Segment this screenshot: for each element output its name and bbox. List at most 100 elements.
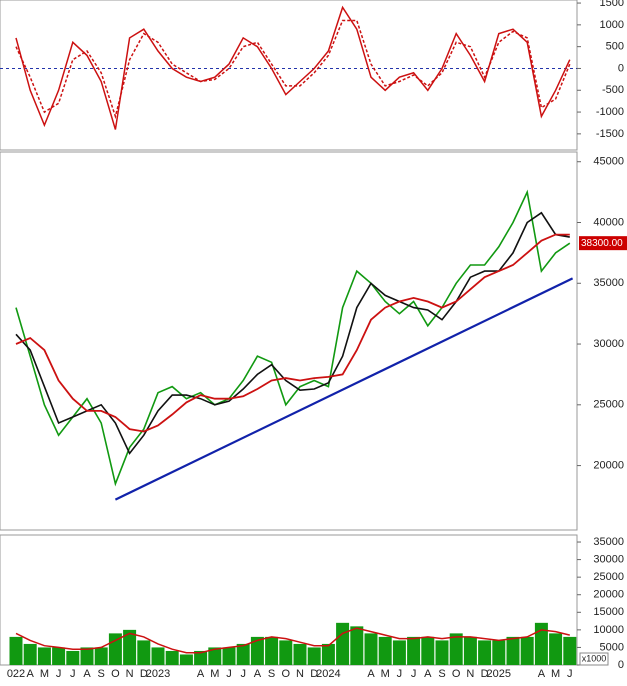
volume-bar [236,643,250,665]
x-tick-label: A [538,668,546,680]
x-tick-label: A [254,668,262,680]
y-tick-label: -1000 [596,106,624,118]
volume-bar [151,647,165,665]
volume-bar [52,647,66,665]
y-tick-label: 5000 [600,641,624,653]
y-tick-label: 1500 [600,0,624,9]
volume-bar [123,629,137,665]
series-line [15,5,571,130]
volume-bar [506,636,520,665]
volume-bar [222,647,236,665]
volume-bar [293,643,307,665]
y-tick-label: 40000 [593,216,624,228]
volume-bar [23,643,37,665]
volume-bar [449,633,463,665]
volume-bar [534,622,548,665]
volume-bar [80,647,94,665]
series-line [114,277,574,501]
last-price-label: 38300.00 [581,238,623,249]
x-tick-label: M [381,668,390,680]
y-tick-label: 30000 [593,338,624,350]
x-tick-label: A [83,668,91,680]
volume-bar [549,633,563,665]
volume-bar [9,636,23,665]
x-tick-label: J [70,668,76,680]
x-tick-label: J [240,668,246,680]
y-tick-label: 500 [606,41,624,53]
x-tick-label: 2023 [146,668,170,680]
volume-bar [463,636,477,665]
x-tick-label: M [40,668,49,680]
x-tick-label: 2025 [487,668,511,680]
volume-bar [94,647,108,665]
y-tick-label: 25000 [593,399,624,411]
volume-bar [37,647,51,665]
unit-box [579,652,609,666]
last-price-box [579,236,627,251]
y-tick-label: 25000 [593,571,624,583]
x-tick-label: S [98,668,105,680]
x-tick-label: O [111,668,120,680]
x-tick-label: O [452,668,461,680]
x-tick-label: J [397,668,403,680]
y-tick-label: 20000 [593,459,624,471]
volume-bar [364,633,378,665]
unit-label: x1000 [582,653,607,663]
series-line [15,211,570,455]
y-tick-label: 0 [618,62,624,74]
y-tick-label: 30000 [593,554,624,566]
x-tick-label: J [567,668,573,680]
y-tick-label: 45000 [593,156,624,168]
x-tick-label: D [140,668,148,680]
volume-bar [165,650,179,665]
volume-bar [307,647,321,665]
x-tick-label: A [367,668,375,680]
volume-bar [563,636,577,665]
x-tick-label: A [27,668,35,680]
y-tick-label: 15000 [593,606,624,618]
x-tick-label: S [438,668,445,680]
volume-bar [208,647,222,665]
volume-bar [378,636,392,665]
panel-frame [0,151,578,531]
x-tick-label: M [551,668,560,680]
volume-bar [435,640,449,665]
volume-bar [321,643,335,665]
volume-bar [66,650,80,665]
y-tick-label: 1000 [600,19,624,31]
volume-bar [350,626,364,665]
volume-bar [478,640,492,665]
series-line [15,627,570,654]
y-tick-label: 35000 [593,536,624,548]
x-tick-label: J [411,668,417,680]
y-tick-label: 20000 [593,589,624,601]
volume-bar [265,636,279,665]
y-tick-label: 10000 [593,624,624,636]
series-line [15,189,571,487]
x-tick-label: J [226,668,232,680]
x-tick-label: S [268,668,275,680]
volume-bar [407,636,421,665]
volume-bar [392,640,406,665]
x-tick-label: 022 [7,668,25,680]
x-tick-label: A [424,668,432,680]
y-tick-label: 35000 [593,277,624,289]
y-tick-label: 0 [618,659,624,671]
x-tick-label: N [466,668,474,680]
volume-bar [279,640,293,665]
volume-bar [520,636,534,665]
volume-bar [421,636,435,665]
x-tick-label: O [282,668,291,680]
volume-bar [250,636,264,665]
x-tick-label: N [126,668,134,680]
x-tick-label: D [310,668,318,680]
x-tick-label: J [56,668,62,680]
x-tick-label: N [296,668,304,680]
volume-bar [492,640,506,665]
volume-bar [194,650,208,665]
volume-bar [336,622,350,665]
volume-bar [179,654,193,665]
x-tick-label: M [210,668,219,680]
